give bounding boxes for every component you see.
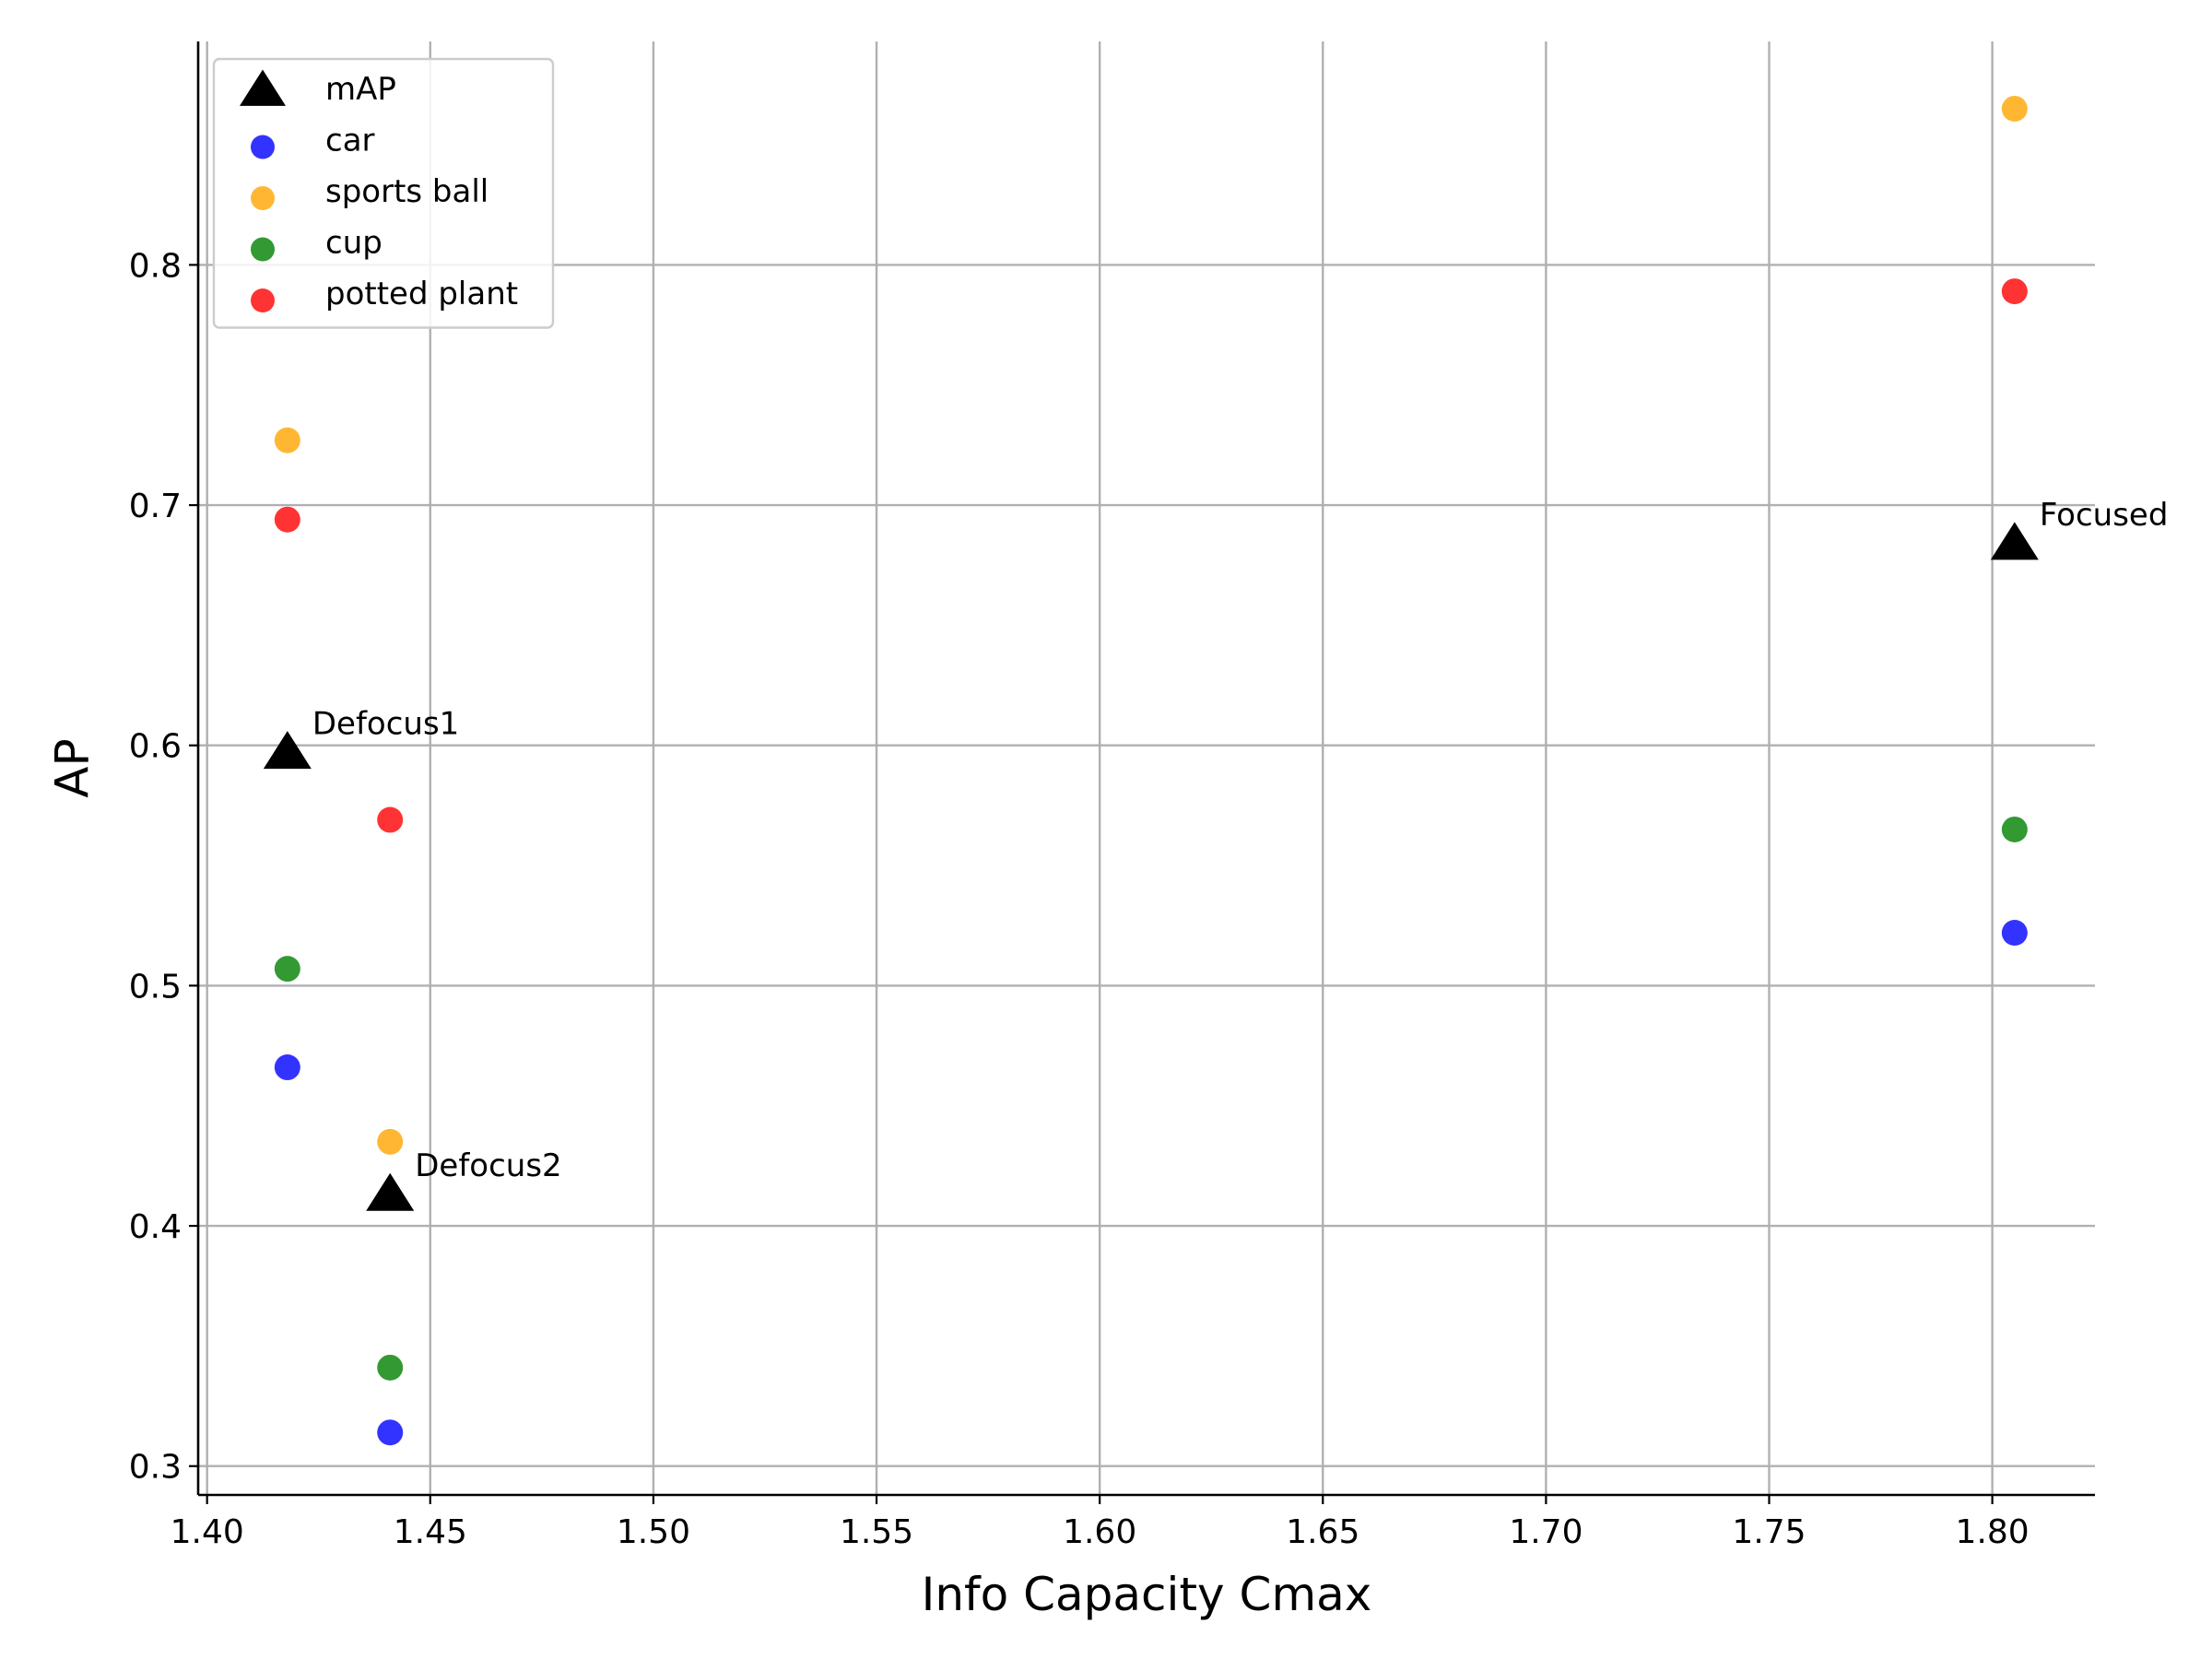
cup-point-0 <box>274 956 300 982</box>
annotation-focused: Focused <box>2040 497 2169 534</box>
ticks-layer: 1.40 1.45 1.50 1.55 1.60 1.65 1.70 1.75 1.80 0.3 0… <box>129 247 2030 1551</box>
x-tick-label-1-65: 1.65 <box>1286 1513 1359 1551</box>
legend-label-potted-plant: potted plant <box>325 276 518 312</box>
x-tick-label-1-80: 1.80 <box>1956 1513 2030 1551</box>
y-axis-label: AP <box>46 738 100 797</box>
sports-ball-point-1 <box>377 1128 404 1155</box>
annotation-layer: Defocus1 Defocus2 Focused <box>312 497 2169 1184</box>
x-axis-label: Info Capacity Cmax <box>922 1568 1372 1621</box>
sports-ball-point-0 <box>274 427 300 453</box>
y-tick-label-0-5: 0.5 <box>129 968 182 1006</box>
x-tick-label-1-45: 1.45 <box>394 1513 467 1551</box>
axes-layer <box>196 41 2095 1497</box>
map-point-0 <box>263 731 312 770</box>
y-tick-label-0-7: 0.7 <box>129 488 182 525</box>
potted-plant-point-1 <box>377 806 404 833</box>
legend-label-map: mAP <box>325 71 396 108</box>
grid-layer <box>198 41 2095 1495</box>
car-point-2 <box>2001 920 2028 947</box>
legend-marker-potted-plant <box>251 288 275 312</box>
x-tick-label-1-40: 1.40 <box>171 1513 244 1551</box>
x-tick-label-1-60: 1.60 <box>1063 1513 1136 1551</box>
x-tick-label-1-55: 1.55 <box>840 1513 913 1551</box>
map-point-2 <box>1990 522 2039 560</box>
car-point-0 <box>274 1054 300 1081</box>
x-tick-label-1-75: 1.75 <box>1732 1513 1806 1551</box>
legend-box <box>212 57 555 329</box>
y-tick-label-0-3: 0.3 <box>129 1449 182 1487</box>
legend-marker-sports-ball <box>251 186 275 210</box>
legend-marker-map <box>240 69 286 106</box>
y-tick-label-0-8: 0.8 <box>129 247 182 285</box>
potted-plant-point-2 <box>2001 278 2028 305</box>
legend-marker-car <box>251 135 275 159</box>
annotation-defocus2: Defocus2 <box>415 1147 561 1184</box>
cup-point-2 <box>2001 816 2028 842</box>
map-point-1 <box>366 1172 415 1211</box>
legend: mAP car sports ball cup potted plant <box>212 57 555 329</box>
legend-label-cup: cup <box>325 225 382 262</box>
annotation-defocus1: Defocus1 <box>312 706 459 743</box>
x-tick-label-1-50: 1.50 <box>617 1513 690 1551</box>
y-tick-label-0-6: 0.6 <box>129 728 182 766</box>
car-point-1 <box>377 1419 404 1446</box>
x-tick-label-1-70: 1.70 <box>1509 1513 1583 1551</box>
legend-label-car: car <box>325 123 375 159</box>
y-tick-label-0-4: 0.4 <box>129 1208 182 1246</box>
potted-plant-point-0 <box>274 506 300 533</box>
legend-label-sports-ball: sports ball <box>325 173 488 210</box>
cup-point-1 <box>377 1354 404 1381</box>
sports-ball-point-2 <box>2001 95 2028 122</box>
legend-marker-cup <box>251 237 275 262</box>
points-layer <box>263 95 2039 1446</box>
